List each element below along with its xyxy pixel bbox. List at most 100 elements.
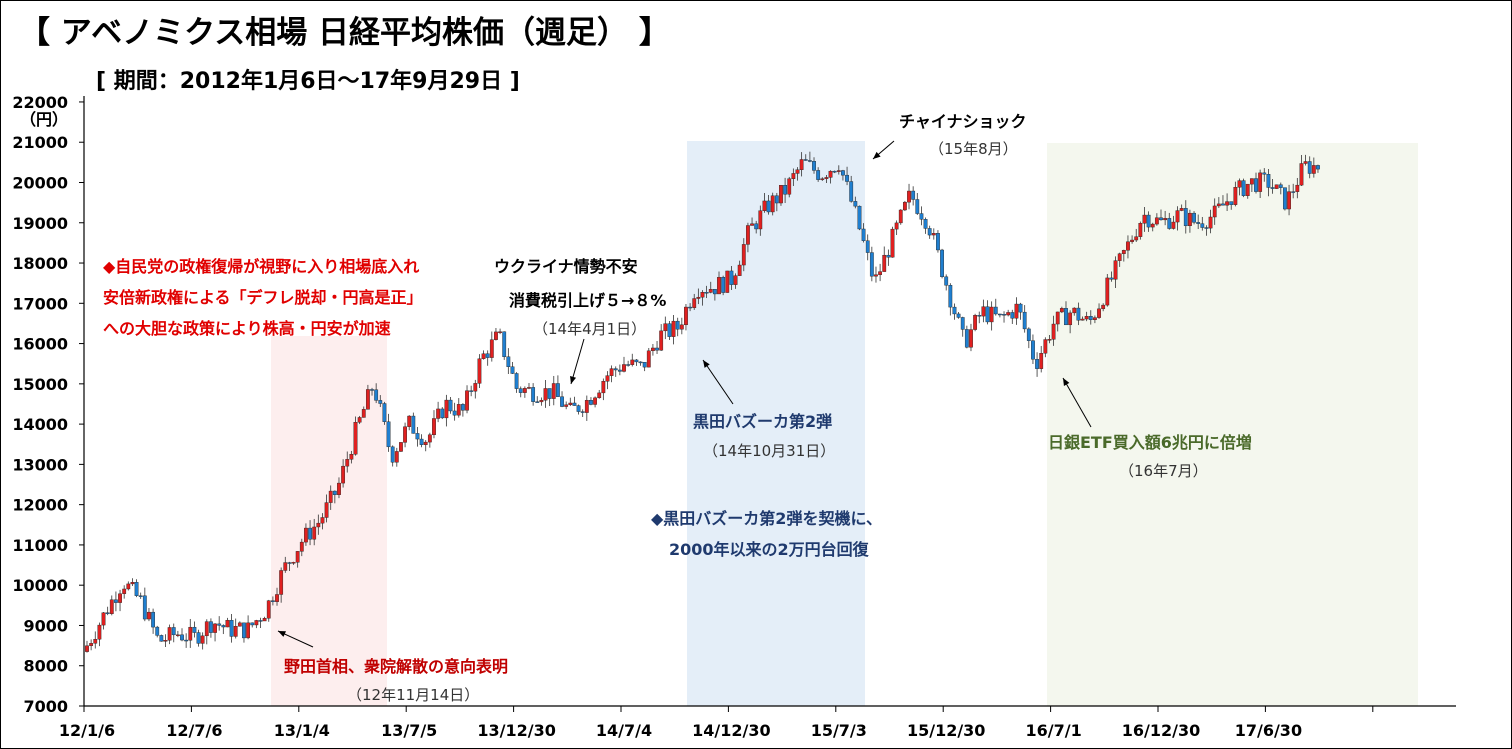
candle-up (622, 364, 626, 372)
candle-up (1188, 212, 1192, 227)
candle-up (225, 620, 230, 628)
candle-down (1270, 187, 1275, 189)
candle-up (1126, 241, 1130, 251)
candle-down (816, 170, 821, 180)
candle-down (642, 362, 647, 368)
arrow-head (873, 151, 881, 159)
candle-up (316, 522, 321, 528)
candle-up (118, 593, 122, 603)
candle-down (712, 289, 717, 295)
candle-up (733, 275, 738, 285)
candle-up (890, 228, 895, 258)
candle-down (1031, 340, 1035, 360)
candle-up (436, 408, 441, 419)
candle-down (613, 368, 618, 371)
x-tick-label: 15/12/30 (907, 721, 985, 740)
candle-down (1183, 208, 1188, 227)
y-tick-label: 12000 (12, 496, 68, 515)
candle-down (411, 415, 416, 434)
candle-down (576, 405, 581, 412)
candle-down (919, 213, 924, 220)
candle-down (617, 369, 622, 372)
candle-up (601, 381, 606, 394)
candle-down (518, 388, 523, 393)
candle-up (696, 296, 701, 299)
candle-up (328, 490, 333, 503)
candle-down (580, 411, 585, 413)
x-tick-label: 14/12/30 (692, 721, 770, 740)
candle-up (762, 200, 767, 211)
candle-up (1043, 339, 1048, 354)
candle-up (836, 170, 841, 172)
china-annotation: チャイナショック (899, 112, 1027, 131)
candle-down (774, 195, 779, 204)
candle-up (341, 465, 346, 484)
candle-up (1105, 277, 1110, 306)
candle-up (692, 298, 697, 309)
candle-up (551, 383, 556, 399)
candle-down (638, 361, 643, 364)
candle-up (477, 358, 482, 384)
candle-up (299, 541, 304, 552)
candle-up (1295, 184, 1300, 192)
candle-down (159, 635, 164, 642)
y-tick-label: 17000 (12, 294, 68, 313)
candle-down (667, 323, 672, 337)
candle-up (737, 264, 742, 276)
candle-up (353, 422, 358, 455)
candle-down (242, 622, 246, 639)
candle-down (390, 446, 395, 463)
candle-up (708, 289, 713, 293)
y-tick-label: 7000 (23, 697, 68, 716)
candle-up (291, 562, 296, 564)
candle-up (444, 399, 449, 419)
candle-down (956, 313, 961, 318)
candle-up (1163, 218, 1168, 221)
candle-down (258, 620, 263, 622)
candle-up (312, 526, 317, 540)
shaded-period (687, 141, 865, 706)
arrow-head (570, 376, 577, 384)
ukraine-annotation: ウクライナ情勢不安 (494, 257, 638, 276)
candle-up (1311, 165, 1316, 174)
candle-up (973, 315, 978, 330)
candle-down (1262, 172, 1267, 175)
y-tick-label: 14000 (12, 415, 68, 434)
candle-up (167, 627, 172, 641)
candle-up (1225, 201, 1229, 206)
candle-up (266, 600, 271, 619)
y-tick-label: 15000 (12, 375, 68, 394)
candle-up (894, 222, 899, 230)
candle-up (1039, 353, 1044, 369)
candle-down (1109, 277, 1114, 280)
candle-down (270, 600, 275, 602)
candle-down (1266, 174, 1271, 188)
candle-up (498, 331, 502, 333)
candle-up (246, 622, 250, 639)
candle-down (514, 373, 519, 389)
candle-up (770, 195, 775, 213)
candle-up (407, 415, 412, 427)
candle-up (1121, 250, 1126, 254)
candle-down (998, 313, 1002, 316)
candle-down (1254, 178, 1258, 192)
candle-up (1171, 221, 1176, 229)
candle-down (977, 315, 982, 317)
candle-down (952, 306, 957, 315)
y-tick-label: 20000 (12, 173, 68, 192)
candle-up (758, 210, 763, 230)
candle-down (626, 364, 631, 366)
candle-down (374, 389, 379, 401)
candle-up (1208, 216, 1213, 229)
candle-up (1175, 210, 1180, 223)
x-tick-label: 13/7/5 (381, 721, 437, 740)
candle-down (1159, 217, 1163, 221)
candle-up (1101, 304, 1106, 310)
candle-down (209, 621, 213, 633)
candle-down (927, 228, 932, 236)
candle-up (1080, 318, 1085, 321)
candle-up (1130, 239, 1134, 242)
boj-date: （16年7月） (1119, 462, 1208, 480)
candle-down (1022, 311, 1027, 330)
